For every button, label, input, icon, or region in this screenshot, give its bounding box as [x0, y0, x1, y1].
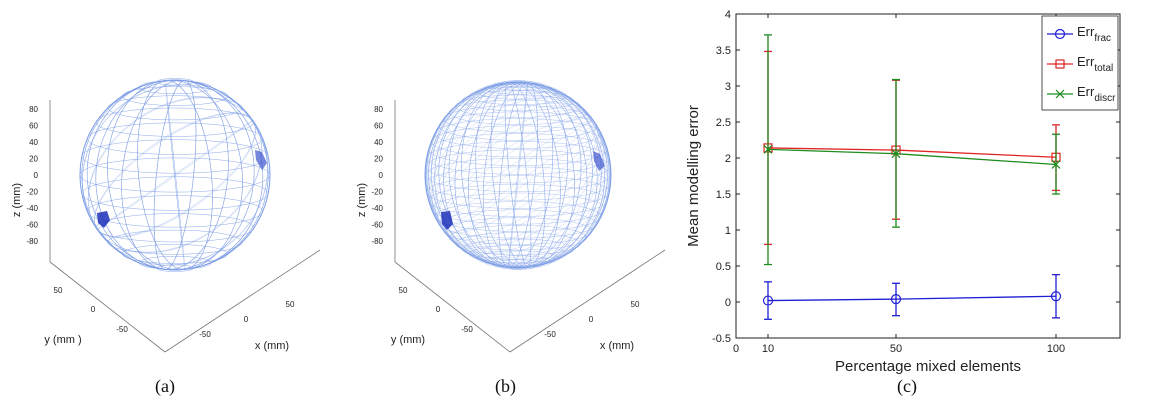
series-discr: [763, 34, 1061, 266]
y-tick-label: 50: [54, 286, 63, 295]
series-line: [767, 295, 1057, 302]
series-total: [763, 50, 1061, 246]
z-tick-label: 80: [29, 105, 38, 114]
x-tick-label: 0: [733, 343, 739, 355]
coarse-mesh-sphere-plot: 80 60 40 20 0 -20 -40 -60 -80 z (mm) 50 0 -50 y (mm )…: [11, 78, 321, 353]
y-tick-label: 1.5: [716, 189, 731, 201]
inclusion-right: [255, 150, 267, 170]
x-marker: [763, 144, 773, 154]
z-tick-label: -20: [26, 188, 38, 197]
z-tick-label: 40: [374, 138, 383, 147]
square-marker: [1055, 59, 1065, 69]
x-tick-label: -50: [544, 330, 556, 339]
z-tick-label: -60: [26, 221, 38, 230]
y-tick-label: 1: [725, 225, 731, 237]
x-tick-label: 10: [762, 343, 774, 355]
z-tick-label: 60: [374, 122, 383, 131]
y-tick-label: 0: [725, 297, 731, 309]
y-tick-label: 2: [725, 153, 731, 165]
y-tick-label: -0.5: [712, 333, 731, 345]
y-tick-label: 50: [399, 286, 408, 295]
x-tick-label: 0: [589, 315, 594, 324]
y-axis-label: Mean modelling error: [685, 105, 702, 247]
y-tick-label: 3: [725, 81, 731, 93]
y-tick-label: 3.5: [716, 45, 731, 57]
y-tick-label: 4: [725, 9, 731, 21]
diagonal-mesh-line: [425, 83, 611, 267]
x-marker: [1055, 89, 1065, 99]
circle-marker: [890, 294, 902, 305]
y-tick-label: 0: [91, 305, 96, 314]
x-axis-label: x (mm): [600, 340, 634, 352]
plot-area-frame: [735, 13, 1121, 339]
x-tick-label: -50: [199, 330, 211, 339]
sphere-group: [394, 80, 666, 353]
x-axis-line: [164, 249, 321, 353]
y-axis-line: [49, 261, 166, 353]
circle-marker: [1054, 28, 1066, 40]
series-line: [767, 148, 1057, 166]
caption-b: (b): [495, 376, 516, 396]
caption-c: (c): [897, 376, 917, 396]
x-tick-label: 100: [1047, 343, 1065, 355]
z-tick-label: 0: [34, 171, 39, 180]
z-tick-label: -60: [371, 221, 383, 230]
x-tick-label: 50: [286, 300, 295, 309]
z-tick-label: -20: [371, 188, 383, 197]
z-axis-label: z (mm): [356, 183, 368, 217]
modelling-error-chart: -0.500.511.522.533.540 10 50 100Percentage …: [685, 9, 1121, 375]
y-axis-label: y (mm ): [44, 334, 81, 346]
circle-marker: [762, 295, 774, 306]
y-tick-label: 2.5: [716, 117, 731, 129]
series-line: [767, 147, 1057, 158]
z-tick-label: -80: [371, 237, 383, 246]
y-axis-line: [394, 261, 511, 353]
x-tick-label: 0: [244, 315, 249, 324]
y-tick-label: 0: [436, 305, 441, 314]
y-tick-label: -50: [461, 325, 473, 334]
y-axis-label: y (mm): [391, 334, 425, 346]
x-tick-label: 50: [631, 300, 640, 309]
z-tick-label: -40: [371, 204, 383, 213]
x-marker: [891, 149, 901, 159]
circle-marker: [1050, 291, 1062, 302]
x-axis-label: Percentage mixed elements: [835, 358, 1021, 375]
caption-a: (a): [155, 376, 175, 396]
y-tick-label: 0.5: [716, 261, 731, 273]
z-tick-label: 40: [29, 138, 38, 147]
inclusion-left: [97, 211, 110, 228]
y-tick-label: -50: [116, 325, 128, 334]
inclusion-right: [593, 151, 605, 171]
inclusion-left: [441, 211, 453, 230]
x-tick-label: 50: [890, 343, 902, 355]
series-frac: [762, 273, 1062, 320]
mesh-panel-fine: 80 60 40 20 0 -20 -40 -60 -80 z (mm) 50 0 -50 y (mm) -…: [345, 0, 675, 411]
z-axis-label: z (mm): [11, 183, 23, 217]
x-marker: [1051, 160, 1061, 169]
z-tick-label: 80: [374, 105, 383, 114]
mesh-panel-coarse: 80 60 40 20 0 -20 -40 -60 -80 z (mm) 50 0 -50 y (mm )…: [0, 0, 330, 411]
sphere-group: [49, 78, 321, 353]
error-chart-panel: -0.5 0 0.5 1 1.5 2 2.5 3 3.5 4 0 10 50 100 Percentage …: [680, 0, 1160, 411]
z-tick-label: 0: [379, 171, 384, 180]
z-tick-label: 20: [374, 155, 383, 164]
z-tick-label: 60: [29, 122, 38, 131]
x-axis-line: [509, 249, 666, 353]
z-tick-label: 20: [29, 155, 38, 164]
z-tick-label: -40: [26, 204, 38, 213]
diagonal-mesh-line: [79, 79, 271, 271]
z-tick-label: -80: [26, 237, 38, 246]
x-axis-label: x (mm): [255, 340, 289, 352]
fine-mesh-sphere-plot: 80 60 40 20 0 -20 -40 -60 -80 z (mm) 50 0 -50 y (mm) -…: [356, 80, 666, 353]
